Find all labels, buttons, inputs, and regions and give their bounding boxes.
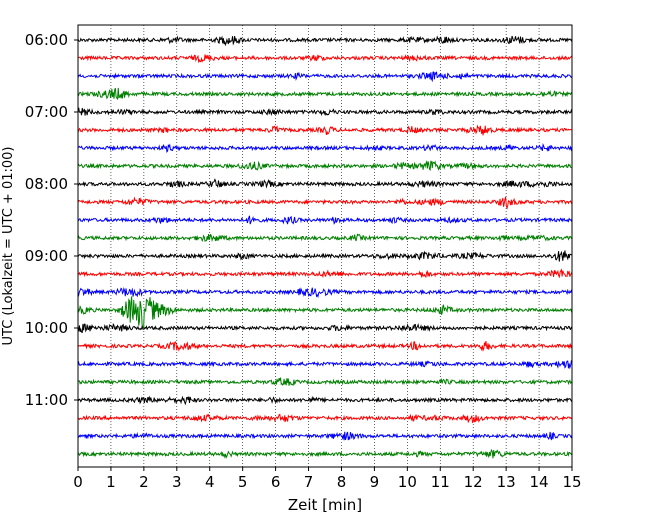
y-tick-label: 06:00 [25, 31, 68, 49]
seismic-trace [77, 178, 573, 189]
x-tick-label: 0 [73, 473, 83, 491]
seismic-trace [77, 268, 573, 279]
x-tick-label: 4 [205, 473, 215, 491]
x-tick-label: 13 [497, 473, 516, 491]
x-tick-label: 15 [562, 473, 581, 491]
x-axis-ticks: 0 1 2 3 4 5 6 7 8 9 10 11 12 13 14 15 [73, 467, 582, 491]
x-tick-label: 7 [304, 473, 314, 491]
seismic-trace [77, 340, 573, 352]
seismic-trace [77, 250, 573, 262]
x-tick-label: 2 [139, 473, 149, 491]
seismic-trace [77, 233, 573, 243]
x-tick-label: 5 [238, 473, 248, 491]
seismic-trace [77, 448, 573, 459]
y-tick-label: 08:00 [25, 175, 68, 193]
seismic-trace [77, 124, 573, 136]
seismic-trace [77, 322, 573, 334]
seismic-trace [77, 196, 573, 210]
seismic-trace [77, 377, 573, 386]
y-tick-label: 07:00 [25, 103, 68, 121]
y-axis-ticks: 06:00 07:00 08:00 09:00 10:00 11:00 [25, 31, 78, 409]
seismic-trace [77, 142, 573, 153]
x-tick-label: 1 [106, 473, 116, 491]
seismic-trace [77, 71, 573, 83]
x-axis-label: Zeit [min] [288, 496, 362, 514]
seismic-trace [77, 35, 573, 47]
x-tick-label: 12 [464, 473, 483, 491]
x-tick-label: 6 [271, 473, 281, 491]
y-axis-label: UTC (Lokalzeit = UTC + 01:00) [1, 147, 16, 346]
seismic-trace [77, 87, 573, 100]
y-tick-label: 09:00 [25, 247, 68, 265]
plot-frame [77, 24, 573, 468]
x-tick-label: 3 [172, 473, 182, 491]
seismic-trace [77, 54, 573, 64]
seismic-trace [77, 431, 573, 441]
seismic-trace [77, 359, 573, 370]
seismic-trace [77, 160, 573, 172]
y-tick-label: 11:00 [25, 391, 68, 409]
x-tick-label: 10 [398, 473, 417, 491]
x-tick-label: 9 [370, 473, 380, 491]
seismic-trace [77, 413, 573, 424]
plot-background [78, 25, 572, 467]
y-tick-label: 10:00 [25, 319, 68, 337]
x-tick-label: 11 [431, 473, 450, 491]
seismic-trace [77, 107, 573, 117]
seismic-trace [77, 215, 573, 225]
x-tick-label: 14 [530, 473, 549, 491]
x-tick-label: 8 [337, 473, 347, 491]
seismic-trace [77, 287, 573, 299]
seismic-trace [77, 296, 573, 329]
seismic-traces [77, 35, 573, 459]
seismic-trace [77, 395, 573, 406]
